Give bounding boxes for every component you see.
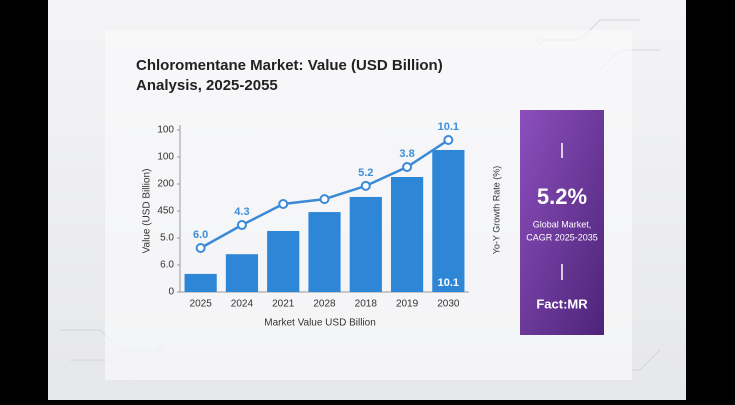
line-marker bbox=[319, 194, 330, 205]
caption: Global Market, bbox=[533, 219, 592, 229]
annotation: 10.1 bbox=[438, 277, 459, 289]
y-tick-label: 5.0 bbox=[160, 233, 174, 244]
annotation: 3.8 bbox=[399, 148, 414, 160]
bar bbox=[308, 212, 341, 292]
x-tick-label: 2019 bbox=[396, 299, 419, 310]
line-marker bbox=[443, 134, 454, 145]
annotation: 5.2 bbox=[358, 167, 373, 179]
line-marker bbox=[236, 220, 247, 231]
y-tick-label: 200 bbox=[157, 179, 174, 190]
annotation: 10.1 bbox=[438, 121, 459, 133]
annotation: 6.0 bbox=[193, 229, 208, 241]
y-tick-label: 0 bbox=[168, 287, 174, 298]
brand: Fact:MR bbox=[536, 296, 588, 311]
chart-title: Analysis, 2025-2055 bbox=[136, 77, 278, 94]
y-tick-label: 450 bbox=[157, 206, 174, 217]
x-tick-label: 2018 bbox=[355, 299, 378, 310]
line-marker bbox=[195, 242, 206, 253]
x-tick-label: 2025 bbox=[190, 299, 213, 310]
annotation: 4.3 bbox=[234, 206, 249, 218]
x-tick-label: 2021 bbox=[272, 299, 295, 310]
bar bbox=[432, 149, 465, 292]
y-tick-label: 100 bbox=[157, 152, 174, 163]
line-marker bbox=[402, 161, 413, 172]
x-tick-label: 2028 bbox=[313, 299, 336, 310]
headline: 5.2% bbox=[537, 184, 587, 209]
x-axis-label: Market Value USD Billion bbox=[264, 318, 376, 329]
bar bbox=[390, 176, 424, 292]
bar bbox=[267, 230, 300, 292]
y-axis-label: Value (USD Billion) bbox=[142, 169, 153, 254]
x-tick-label: 2024 bbox=[231, 299, 254, 310]
caption: CAGR 2025-2035 bbox=[526, 232, 598, 242]
bar bbox=[225, 254, 259, 292]
bar bbox=[184, 273, 217, 292]
bar bbox=[349, 196, 382, 292]
x-tick-label: 2030 bbox=[437, 299, 460, 310]
line-marker bbox=[278, 198, 289, 209]
y-tick-label: 6.0 bbox=[160, 260, 174, 271]
line-marker bbox=[360, 180, 371, 191]
y-tick-label: 100 bbox=[157, 125, 174, 136]
chart-title: Chloromentane Market: Value (USD Billion… bbox=[136, 57, 443, 74]
panel-axis-label: Yo-Y Growth Rate (%) bbox=[491, 166, 501, 255]
